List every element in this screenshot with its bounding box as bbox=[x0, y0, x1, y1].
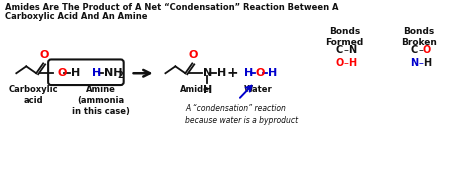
Text: Amides Are The Product of A Net “Condensation” Reaction Between A: Amides Are The Product of A Net “Condens… bbox=[5, 3, 339, 12]
Text: O: O bbox=[57, 68, 66, 78]
Text: Bonds
Broken: Bonds Broken bbox=[401, 27, 437, 47]
Text: O: O bbox=[256, 68, 265, 78]
Text: 2: 2 bbox=[118, 71, 124, 80]
Text: +: + bbox=[226, 66, 238, 80]
Text: O: O bbox=[39, 51, 49, 60]
Text: H: H bbox=[348, 58, 356, 68]
Text: C: C bbox=[410, 45, 418, 55]
Text: Amide: Amide bbox=[180, 85, 210, 94]
Text: O: O bbox=[335, 58, 344, 68]
Text: Bonds
Formed: Bonds Formed bbox=[325, 27, 364, 47]
Text: H: H bbox=[202, 85, 212, 95]
Text: Carboxylic
acid: Carboxylic acid bbox=[9, 85, 58, 105]
Text: –: – bbox=[419, 58, 423, 68]
Text: C: C bbox=[336, 45, 343, 55]
Text: Amine
(ammonia
in this case): Amine (ammonia in this case) bbox=[72, 85, 130, 116]
Text: H: H bbox=[92, 68, 101, 78]
Text: O: O bbox=[423, 45, 431, 55]
Text: –: – bbox=[344, 58, 349, 68]
Text: H: H bbox=[71, 68, 80, 78]
Text: N: N bbox=[203, 68, 212, 78]
Text: N: N bbox=[348, 45, 356, 55]
Text: N: N bbox=[410, 58, 418, 68]
Text: –: – bbox=[344, 45, 349, 55]
Text: H: H bbox=[244, 68, 253, 78]
Text: H: H bbox=[423, 58, 431, 68]
Text: H: H bbox=[217, 68, 227, 78]
Text: –: – bbox=[419, 45, 423, 55]
Text: Water: Water bbox=[244, 85, 272, 94]
Text: H: H bbox=[268, 68, 277, 78]
Text: Carboxylic Acid And An Amine: Carboxylic Acid And An Amine bbox=[5, 12, 148, 21]
Text: NH: NH bbox=[104, 68, 122, 78]
Text: O: O bbox=[189, 51, 198, 60]
Text: A “condensation” reaction
because water is a byproduct: A “condensation” reaction because water … bbox=[185, 104, 299, 125]
